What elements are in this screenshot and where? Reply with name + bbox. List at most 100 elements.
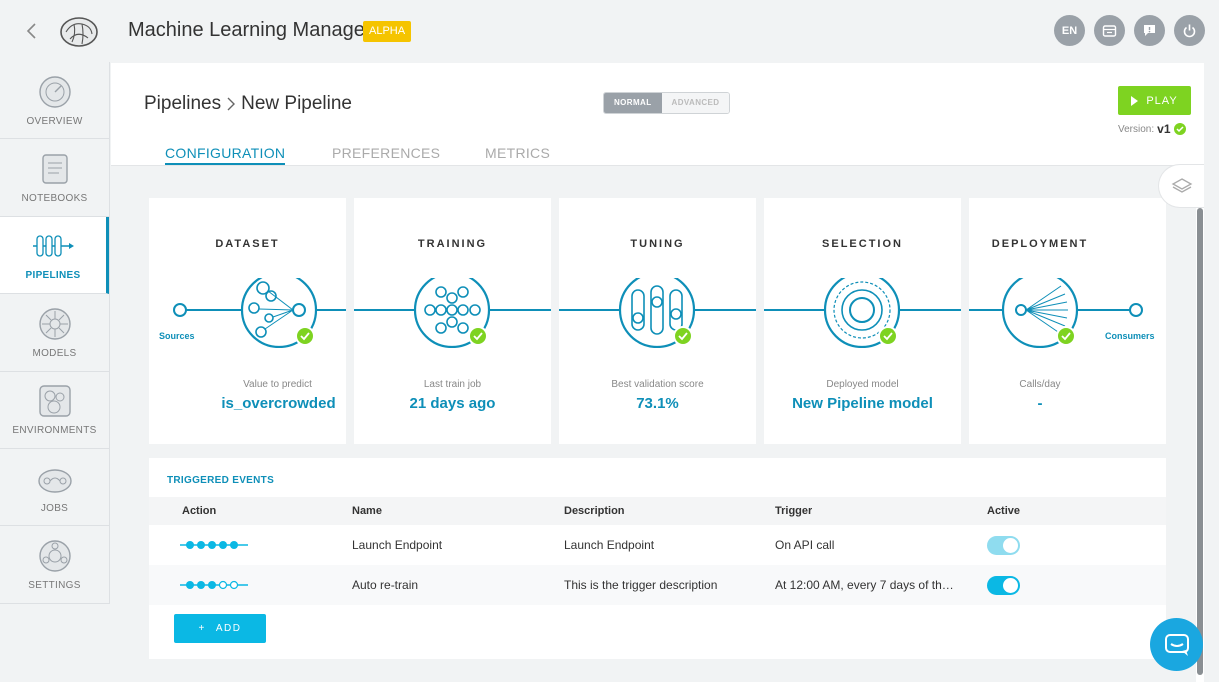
deployment-icon [969,278,1143,348]
table-row[interactable]: Launch Endpoint Launch Endpoint On API c… [149,525,1166,565]
event-trigger: On API call [775,538,835,552]
app-logo-icon [60,17,98,47]
chat-button[interactable] [1150,618,1203,671]
top-bar: Machine Learning Manager ALPHA EN [0,0,1219,62]
column-header-active: Active [987,505,1021,517]
sidebar-item-label: NOTEBOOKS [21,193,88,205]
stage-card-training[interactable]: TRAINING Last train job 21 days ago [354,198,551,444]
jobs-icon [37,468,72,493]
stage-value: - [1037,395,1043,412]
stage-sub: Calls/day [1019,379,1061,390]
column-header-description: Description [564,505,625,517]
chevron-right-icon [227,97,236,111]
training-icon [354,278,551,348]
table-header-row: Action Name Description Trigger Active [149,497,1166,525]
active-toggle[interactable] [987,575,1020,595]
sidebar-item-label: PIPELINES [25,270,81,282]
tab-metrics[interactable]: METRICS [485,145,551,161]
notebook-icon [41,154,68,184]
version-info: Version: v1 [1118,122,1186,136]
check-circle-icon [1173,123,1186,135]
consumers-label: Consumers [1105,331,1155,341]
sidebar-item-label: OVERVIEW [26,115,83,127]
action-steps-icon [180,565,248,605]
back-arrow-icon[interactable] [22,20,42,42]
sidebar-item-jobs[interactable]: JOBS [0,449,109,527]
mode-normal-button[interactable]: NORMAL [604,93,662,113]
tuning-icon [559,278,756,348]
stage-sub: Best validation score [611,379,704,390]
models-icon [38,308,71,340]
event-name: Launch Endpoint [352,538,443,552]
active-toggle-cell [987,565,1020,605]
layers-icon [1171,178,1192,193]
stage-card-deployment[interactable]: DEPLOYMENT Consumers Calls/day - [969,198,1166,444]
toggle-knob [1003,537,1018,553]
main-panel: Pipelines New Pipeline NORMAL ADVANCED P… [111,63,1204,682]
mode-advanced-button[interactable]: ADVANCED [661,93,730,113]
breadcrumb-current: New Pipeline [241,93,353,114]
stage-card-tuning[interactable]: TUNING Best validation score 73.1% [559,198,756,444]
play-label: PLAY [1146,94,1178,107]
tab-preferences[interactable]: PREFERENCES [332,145,441,161]
selection-icon [764,278,961,348]
stage-sub: Last train job [423,379,482,390]
environment-icon [38,385,71,417]
breadcrumb-root[interactable]: Pipelines [144,93,222,114]
play-icon [1131,95,1139,106]
top-icon-group: EN [1054,15,1205,46]
triggered-events-panel: TRIGGERED EVENTS Action Name Description… [149,458,1166,659]
event-trigger: At 12:00 AM, every 7 days of th… [775,578,954,592]
alpha-badge: ALPHA [363,21,412,42]
stage-value: New Pipeline model [792,395,933,412]
stage-title: DEPLOYMENT [991,238,1089,250]
add-event-button[interactable]: + ADD [174,614,266,643]
stage-value: is_overcrowded [221,395,336,412]
vertical-scrollbar[interactable] [1197,208,1203,675]
breadcrumb: Pipelines New Pipeline [144,93,352,115]
language-icon[interactable]: EN [1054,15,1085,46]
sidebar-item-overview[interactable]: OVERVIEW [0,62,109,140]
sidebar-item-environments[interactable]: ENVIRONMENTS [0,372,109,449]
stage-value: 73.1% [636,395,679,412]
power-icon[interactable] [1174,15,1205,46]
layers-button[interactable] [1158,164,1204,208]
stage-title: TRAINING [417,238,488,250]
toggle-knob [1003,577,1018,593]
settings-icon [38,540,71,572]
stage-card-selection[interactable]: SELECTION Deployed model New Pipeline mo… [764,198,961,444]
sidebar-item-label: SETTINGS [28,580,81,592]
play-button[interactable]: PLAY [1118,86,1191,115]
version-value: v1 [1157,122,1171,136]
overview-icon [38,75,71,108]
stage-sub: Value to predict [243,379,312,390]
sidebar-item-notebooks[interactable]: NOTEBOOKS [0,139,109,217]
sidebar-item-label: MODELS [32,347,77,359]
sidebar-item-settings[interactable]: SETTINGS [0,526,109,604]
sidebar-item-pipelines[interactable]: PIPELINES [0,216,109,295]
add-label: ADD [215,623,242,634]
active-toggle[interactable] [987,535,1020,555]
sidebar-item-label: JOBS [40,502,69,514]
stage-sub: Deployed model [826,379,899,390]
sidebar: OVERVIEW NOTEBOOKS PIPELINES MODELS ENVI… [0,62,110,604]
events-title: TRIGGERED EVENTS [167,475,275,486]
sidebar-item-label: ENVIRONMENTS [12,425,97,437]
event-description: This is the trigger description [564,578,718,592]
action-steps-icon [180,525,248,565]
stage-title: SELECTION [822,238,903,250]
stage-value: 21 days ago [409,395,496,412]
table-row[interactable]: Auto re-train This is the trigger descri… [149,565,1166,605]
content-area: DATASET Sources Value to predict [111,166,1196,682]
stage-card-dataset[interactable]: DATASET Sources Value to predict [149,198,346,444]
calendar-icon[interactable] [1094,15,1125,46]
chat-icon [1164,633,1189,656]
dataset-icon [173,278,346,348]
sidebar-item-models[interactable]: MODELS [0,294,109,372]
tab-configuration[interactable]: CONFIGURATION [165,145,286,165]
stage-title: TUNING [630,238,685,250]
tab-bar: CONFIGURATION PREFERENCES METRICS [111,143,1204,166]
feedback-icon[interactable] [1134,15,1165,46]
app-title: Machine Learning Manager [128,19,372,41]
active-toggle-cell [987,525,1020,565]
